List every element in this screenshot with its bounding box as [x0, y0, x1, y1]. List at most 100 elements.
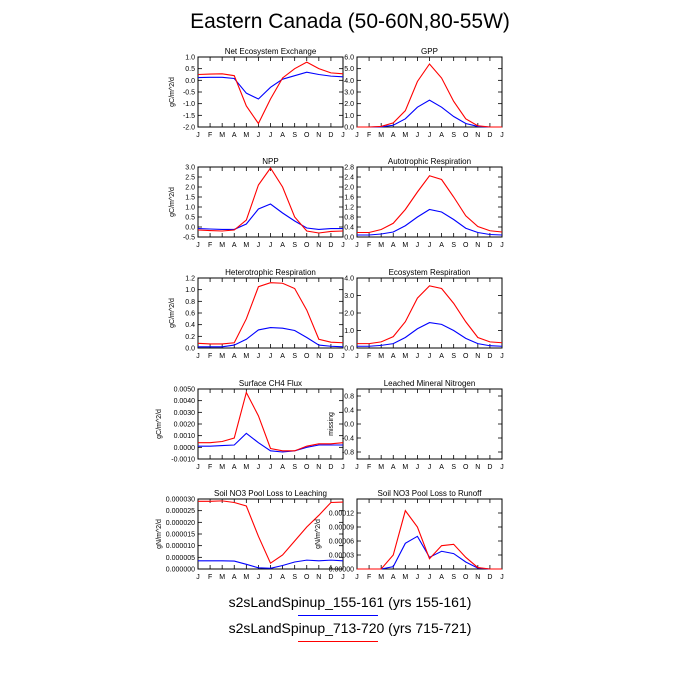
x-tick-label: A: [439, 353, 444, 360]
x-tick-label: J: [355, 132, 359, 139]
x-tick-label: J: [341, 242, 345, 249]
y-tick-label: 0.2: [185, 334, 195, 341]
y-tick-label: 0.5: [185, 215, 195, 222]
y-tick-label: 2.0: [185, 185, 195, 192]
x-tick-label: J: [269, 464, 273, 471]
chart-panel-3: NPP-0.50.00.51.01.52.02.53.0gC/m^2/dJ F M A…: [169, 157, 345, 249]
y-tick-label: 0.0: [344, 346, 354, 353]
x-tick-label: J: [500, 353, 504, 360]
x-tick-label: D: [328, 574, 333, 581]
y-tick-label: 1.6: [344, 195, 354, 202]
x-tick-label: S: [451, 464, 456, 471]
x-tick-label: O: [304, 464, 310, 471]
legend-entry-blue: s2sLandSpinup_155-161 (yrs 155-161): [0, 594, 700, 610]
page-title: Eastern Canada (50-60N,80-55W): [190, 10, 510, 33]
y-tick-label: 1.5: [185, 195, 195, 202]
series-line-red: [357, 175, 503, 234]
y-tick-label: 0.00012: [329, 511, 354, 518]
x-tick-label: J: [341, 464, 345, 471]
y-tick-label: 2.0: [344, 101, 354, 108]
x-tick-label: J: [341, 353, 345, 360]
y-tick-label: 1.2: [185, 276, 195, 283]
y-tick-label: -1.0: [183, 101, 195, 108]
x-tick-label: A: [280, 464, 285, 471]
x-tick-label: J: [428, 242, 432, 249]
y-tick-label: 3.0: [344, 90, 354, 97]
y-tick-label: 0.000010: [166, 543, 195, 550]
x-tick-label: J: [196, 242, 200, 249]
series-line-red: [198, 390, 344, 452]
chart-title: Heterotrophic Respiration: [225, 268, 316, 277]
x-tick-label: D: [328, 464, 333, 471]
series-line-red: [357, 285, 503, 345]
x-tick-label: D: [328, 242, 333, 249]
x-tick-label: M: [243, 242, 249, 249]
x-tick-label: J: [416, 242, 420, 249]
series-line-red: [197, 282, 344, 345]
series-line-red: [357, 509, 502, 570]
x-tick-label: A: [232, 353, 237, 360]
y-tick-label: 0.00009: [329, 525, 354, 532]
y-axis-label: gN/m^2/d: [315, 519, 322, 549]
series-line-red: [197, 61, 344, 125]
x-tick-label: J: [500, 132, 504, 139]
y-tick-label: 0.0: [185, 346, 195, 353]
x-tick-label: J: [269, 242, 273, 249]
x-tick-label: F: [208, 574, 212, 581]
x-tick-label: J: [500, 574, 504, 581]
x-tick-label: O: [304, 353, 310, 360]
x-tick-label: F: [367, 132, 371, 139]
y-tick-label: 1.0: [185, 205, 195, 212]
x-tick-label: M: [243, 132, 249, 139]
x-tick-label: M: [378, 464, 384, 471]
series-line-blue: [198, 432, 343, 453]
x-tick-label: J: [428, 574, 432, 581]
x-tick-label: M: [402, 464, 408, 471]
x-tick-label: M: [219, 242, 225, 249]
series-line-blue: [357, 208, 503, 236]
series-line-red: [357, 63, 502, 128]
x-tick-label: M: [378, 353, 384, 360]
chart-title: Surface CH4 Flux: [239, 379, 302, 388]
y-tick-label: -0.5: [183, 235, 195, 242]
series-line-blue: [198, 327, 344, 348]
x-tick-label: N: [475, 574, 480, 581]
x-tick-label: A: [439, 242, 444, 249]
x-tick-label: S: [451, 242, 456, 249]
y-tick-label: 4.0: [344, 276, 354, 283]
y-tick-label: 0.4: [344, 408, 354, 415]
y-tick-label: 0.8: [344, 394, 354, 401]
x-tick-label: J: [257, 574, 261, 581]
x-tick-label: J: [428, 464, 432, 471]
x-tick-label: J: [341, 574, 345, 581]
y-axis-label: gN/m^2/d: [156, 519, 163, 549]
x-tick-label: M: [219, 132, 225, 139]
chart-title: Net Ecosystem Exchange: [225, 47, 317, 56]
x-tick-label: J: [269, 132, 273, 139]
x-tick-label: J: [196, 132, 200, 139]
x-tick-label: A: [391, 353, 396, 360]
x-tick-label: M: [243, 353, 249, 360]
series-line-blue: [197, 71, 344, 100]
y-tick-label: 0.4: [185, 322, 195, 329]
y-tick-label: 2.5: [185, 175, 195, 182]
x-tick-label: S: [292, 353, 297, 360]
x-tick-label: O: [463, 574, 469, 581]
y-tick-label: 1.0: [185, 287, 195, 294]
x-tick-label: J: [196, 464, 200, 471]
legend-line-blue: [298, 615, 378, 616]
x-tick-label: O: [304, 242, 310, 249]
y-tick-label: 0.8: [185, 299, 195, 306]
x-tick-label: A: [280, 132, 285, 139]
x-tick-label: J: [428, 132, 432, 139]
x-tick-label: D: [487, 353, 492, 360]
y-tick-label: 0.0010: [174, 433, 196, 440]
y-tick-label: 0.00006: [329, 539, 354, 546]
chart-panel-4: Autotrophic Respiration 0.0 0.4 0.8 1.2 1.6 2.…: [344, 157, 503, 249]
y-tick-label: 0.000015: [166, 532, 195, 539]
x-tick-label: A: [280, 353, 285, 360]
x-tick-label: D: [328, 132, 333, 139]
x-tick-label: J: [355, 464, 359, 471]
x-tick-label: M: [243, 464, 249, 471]
